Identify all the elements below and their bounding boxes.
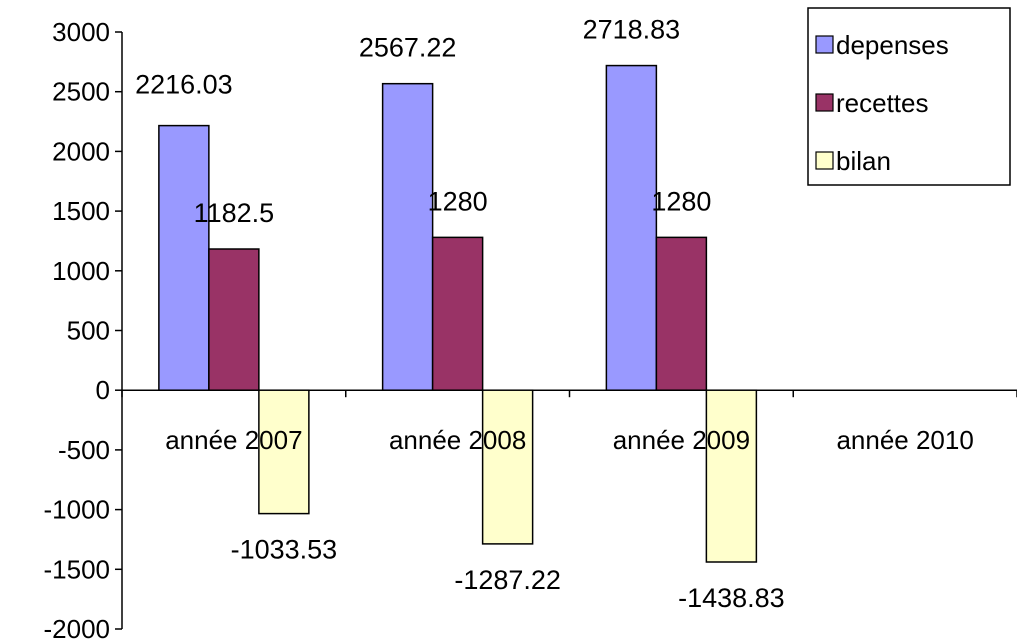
- y-tick-label: -2000: [44, 614, 111, 640]
- legend-box: [807, 7, 1011, 186]
- legend-label-depenses: depenses: [836, 30, 949, 60]
- data-label-depenses: 2567.22: [359, 33, 457, 63]
- legend-label-bilan: bilan: [836, 146, 891, 176]
- data-label-depenses: 2718.83: [583, 15, 681, 45]
- data-label-bilan: -1287.22: [454, 565, 561, 595]
- legend-label-recettes: recettes: [836, 88, 929, 118]
- bars: [158, 64, 758, 563]
- y-tick-label: -1500: [44, 554, 111, 584]
- legend-swatch-bilan: [815, 151, 834, 170]
- y-tick-label: 1500: [52, 196, 110, 226]
- data-label-recettes: 1280: [651, 186, 711, 216]
- y-tick-label: -500: [58, 435, 110, 465]
- data-label-bilan: -1438.83: [678, 583, 785, 613]
- bar-depenses: [381, 82, 434, 391]
- y-tick-label: 0: [96, 375, 110, 405]
- bar-bilan: [481, 389, 534, 545]
- x-category-label: année 2010: [836, 425, 973, 455]
- x-category-label: année 2009: [613, 425, 750, 455]
- y-tick-label: 3000: [52, 17, 110, 47]
- x-category-label: année 2007: [165, 425, 302, 455]
- axes: 3000 2500 2000 1500 1000 500 0 -500 -1000 -1500 -2…: [44, 17, 1017, 640]
- y-tick-label: -1000: [44, 495, 111, 525]
- x-category-label: année 2008: [389, 425, 526, 455]
- y-tick-label: 2500: [52, 77, 110, 107]
- y-tick-label: 500: [67, 316, 110, 346]
- data-label-recettes: 1280: [428, 186, 488, 216]
- bar-recettes: [655, 236, 708, 391]
- bar-depenses: [605, 64, 658, 391]
- bar-recettes: [208, 248, 260, 391]
- data-label-bilan: -1033.53: [231, 535, 338, 565]
- legend-swatch-recettes: [815, 93, 834, 112]
- bar-bilan: [258, 389, 310, 515]
- legend-swatch-depenses: [815, 35, 834, 54]
- y-tick-label: 1000: [52, 256, 110, 286]
- bar-bilan: [705, 389, 758, 563]
- data-labels: année 2007 année 2008 année 2009 année 2010…: [135, 15, 974, 613]
- bar-depenses: [158, 124, 210, 391]
- data-label-depenses: 2216.03: [135, 70, 233, 100]
- bar-recettes: [431, 236, 484, 391]
- data-label-recettes: 1182.5: [194, 198, 275, 228]
- y-tick-label: 2000: [52, 136, 110, 166]
- legend: depenses recettes bilan: [807, 7, 1011, 186]
